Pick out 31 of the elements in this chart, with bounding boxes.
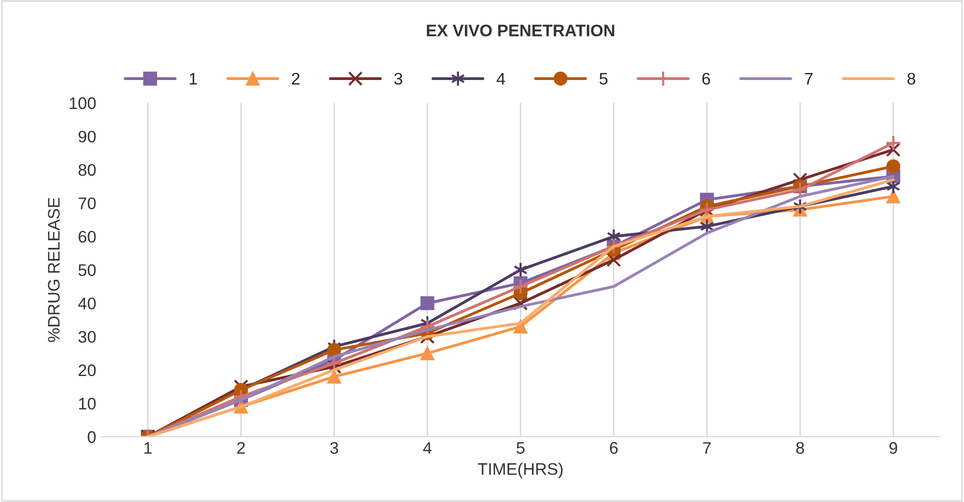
x-tick-label: 7 bbox=[703, 442, 711, 454]
legend-label: 3 bbox=[394, 72, 402, 85]
y-tick-label: 70 bbox=[78, 197, 96, 210]
legend-label: 2 bbox=[292, 72, 300, 84]
x-tick-label: 4 bbox=[423, 442, 432, 454]
y-tick-label: 30 bbox=[78, 330, 96, 343]
y-tick-label: 40 bbox=[78, 298, 96, 310]
legend-label: 7 bbox=[804, 72, 813, 84]
x-tick-label: 8 bbox=[796, 442, 804, 454]
y-axis-title: %DRUG RELEASE bbox=[48, 198, 60, 342]
x-axis-title: TIME(HRS) bbox=[478, 462, 563, 478]
x-tick-label: 6 bbox=[610, 442, 618, 454]
chart-title: EX VIVO PENETRATION bbox=[426, 24, 614, 36]
x-tick-label: 5 bbox=[516, 442, 524, 454]
y-tick-label: 100 bbox=[70, 97, 96, 110]
legend-label: 4 bbox=[496, 72, 506, 84]
y-tick-label: 0 bbox=[88, 431, 96, 443]
legend-label: 6 bbox=[702, 72, 710, 85]
x-tick-label: 1 bbox=[144, 442, 152, 454]
y-tick-label: 90 bbox=[78, 130, 96, 142]
x-tick-label: 2 bbox=[237, 442, 245, 454]
y-tick-label: 80 bbox=[78, 164, 96, 176]
y-tick-label: 60 bbox=[78, 230, 96, 243]
legend-label: 5 bbox=[600, 72, 608, 85]
x-tick-label: 3 bbox=[330, 442, 338, 454]
y-tick-label: 20 bbox=[78, 364, 96, 376]
x-tick-label: 9 bbox=[889, 442, 898, 454]
legend-label: 8 bbox=[907, 72, 916, 85]
legend-label: 1 bbox=[190, 72, 197, 84]
y-tick-label: 50 bbox=[78, 264, 96, 276]
y-tick-label: 10 bbox=[79, 398, 96, 410]
